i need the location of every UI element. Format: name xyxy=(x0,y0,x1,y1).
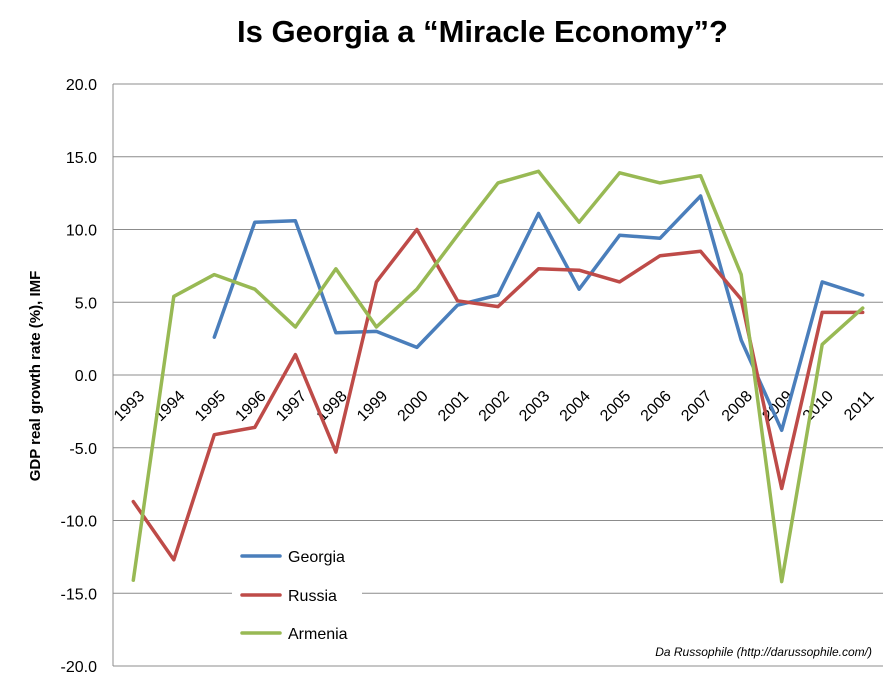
x-tick-label: 1999 xyxy=(354,388,391,425)
y-axis-ticks: 20.0 15.0 10.0 5.0 0.0 -5.0 -10.0 -15.0 -20.0 xyxy=(61,77,98,676)
legend: Georgia Russia Armenia xyxy=(232,540,362,652)
legend-label-georgia: Georgia xyxy=(288,549,345,566)
x-tick-label: 2010 xyxy=(800,388,837,425)
y-tick-label: -15.0 xyxy=(61,586,98,603)
x-tick-label: 1995 xyxy=(192,388,229,425)
x-tick-label: 2003 xyxy=(516,388,553,425)
x-tick-label: 2000 xyxy=(395,388,432,425)
series-line-russia xyxy=(131,227,865,562)
y-axis-label: GDP real growth rate (%), IMF xyxy=(27,271,44,482)
y-tick-label: -5.0 xyxy=(69,441,97,458)
y-tick-label: 20.0 xyxy=(66,77,97,94)
x-tick-label: 1993 xyxy=(111,388,148,425)
y-tick-label: 5.0 xyxy=(75,295,97,312)
x-tick-label: 2005 xyxy=(597,388,634,425)
series-line-armenia xyxy=(131,169,865,584)
x-tick-label: 2008 xyxy=(719,388,756,425)
gridlines xyxy=(113,83,883,667)
legend-label-armenia: Armenia xyxy=(288,626,348,643)
y-tick-label: 10.0 xyxy=(66,223,97,240)
legend-label-russia: Russia xyxy=(288,588,337,605)
y-tick-label: 15.0 xyxy=(66,150,97,167)
y-tick-label: -20.0 xyxy=(61,659,98,676)
x-tick-label: 2004 xyxy=(557,388,594,425)
chart-title: Is Georgia a “Miracle Economy”? xyxy=(237,14,728,49)
x-tick-label: 2011 xyxy=(841,388,877,424)
x-tick-label: 2001 xyxy=(435,388,472,425)
source-annotation: Da Russophile (http://darussophile.com/) xyxy=(655,645,872,659)
series-lines xyxy=(131,169,865,584)
x-tick-label: 2002 xyxy=(476,388,513,425)
y-tick-label: 0.0 xyxy=(75,368,97,385)
x-tick-label: 1997 xyxy=(273,388,310,425)
x-tick-label: 2006 xyxy=(638,388,675,425)
y-tick-label: -10.0 xyxy=(61,514,98,531)
x-tick-label: 2007 xyxy=(678,388,715,425)
x-tick-label: 1996 xyxy=(232,388,269,425)
